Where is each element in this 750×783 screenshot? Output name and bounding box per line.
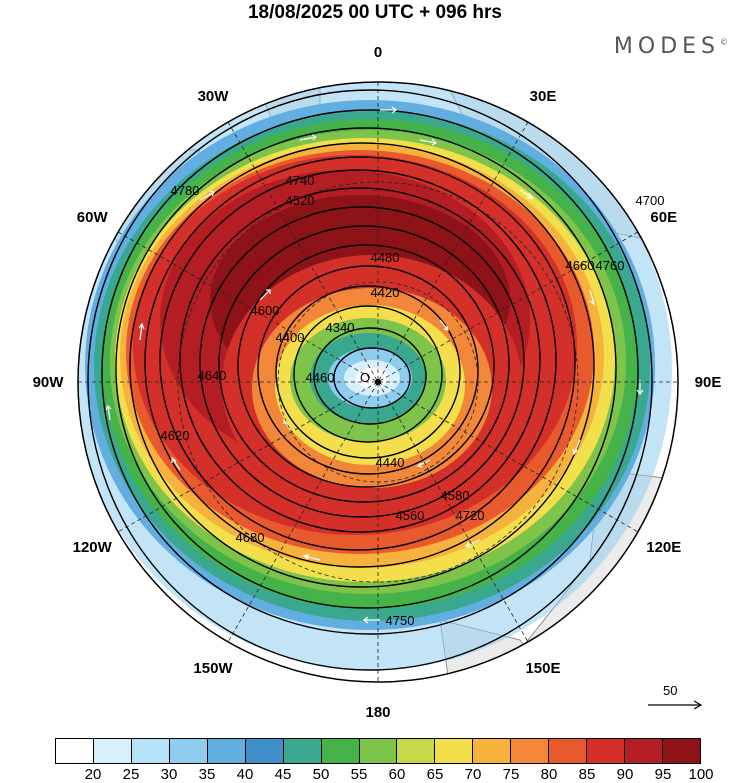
colorbar-tick-label: 85 <box>578 766 596 783</box>
copyright-mark: © <box>720 37 728 47</box>
longitude-label: 60E <box>650 209 677 226</box>
height-contours <box>87 89 653 671</box>
colorbar-segment <box>549 739 588 763</box>
colorbar-segment <box>245 739 284 763</box>
wind-vectors <box>105 106 644 624</box>
colorbar-tick-label: 35 <box>198 766 216 783</box>
contour-label: 4680 <box>236 530 265 545</box>
contour-label: 4600 <box>251 303 280 318</box>
colorbar-tick-label: 30 <box>160 766 178 783</box>
contour-label: 4440 <box>376 455 405 470</box>
colorbar-segment <box>435 739 474 763</box>
contour-label: 4400 <box>276 330 305 345</box>
colorbar-segment <box>169 739 208 763</box>
contour-label: 4420 <box>371 285 400 300</box>
colorbar-segment <box>511 739 550 763</box>
colorbar-tick-label: 55 <box>350 766 368 783</box>
contour-label: 4780 <box>171 183 200 198</box>
brand-text: MODES <box>613 34 720 59</box>
colorbar-tick-label: 20 <box>84 766 102 783</box>
colorbar-segment <box>56 739 94 763</box>
colorbar-segment <box>359 739 398 763</box>
colorbar-tick-label: 45 <box>274 766 292 783</box>
colorbar-tick-label: 75 <box>502 766 520 783</box>
longitude-label: 30E <box>530 88 557 105</box>
longitude-label: 120E <box>646 539 681 556</box>
colorbar-segment <box>397 739 436 763</box>
polar-stereographic-map: 4780 4740 4700 4660 4640 4620 4600 4580 4560 4520… <box>33 44 722 721</box>
colorbar <box>55 738 701 764</box>
colorbar-tick-label: 25 <box>122 766 140 783</box>
pole-dot <box>375 379 381 385</box>
contour-label: 4340 <box>326 320 355 335</box>
contour-labels: 4780 4740 4700 4660 4640 4620 4600 4580 4560 4520… <box>161 173 665 628</box>
brand-logo: MODES© <box>614 34 728 59</box>
longitude-label: 60W <box>77 209 109 226</box>
longitude-label: 150W <box>193 660 233 677</box>
colorbar-segment <box>663 739 700 763</box>
colorbar-tick-label: 60 <box>388 766 406 783</box>
longitude-label: 180 <box>365 704 390 721</box>
colorbar-tick-label: 95 <box>654 766 672 783</box>
contour-label: 4480 <box>371 250 400 265</box>
colorbar-tick-label: 90 <box>616 766 634 783</box>
colorbar-segment <box>207 739 246 763</box>
contour-label: 4750 <box>386 613 415 628</box>
longitude-labels: 0 30E 60E 90E 120E 150E 180 150W 120W 90W 60W 30W <box>33 44 722 721</box>
contour-label: 4760 <box>596 258 625 273</box>
contour-label: 4580 <box>441 488 470 503</box>
contour-label: 4720 <box>456 508 485 523</box>
colorbar-tick-label: 80 <box>540 766 558 783</box>
colorbar-segment <box>587 739 626 763</box>
contour-label: 4640 <box>198 368 227 383</box>
contour-label: 4700 <box>636 193 665 208</box>
wind-speed-field <box>78 82 678 682</box>
longitude-label: 150E <box>525 660 560 677</box>
colorbar-tick-label: 40 <box>236 766 254 783</box>
colorbar-tick-label: 65 <box>426 766 444 783</box>
colorbar-segment <box>321 739 360 763</box>
contour-label: 4660 <box>566 258 595 273</box>
longitude-label: 120W <box>73 539 113 556</box>
pole-mark: O <box>360 370 370 385</box>
contour-label: 4520 <box>286 193 315 208</box>
colorbar-segment <box>473 739 512 763</box>
colorbar-segment <box>93 739 132 763</box>
colorbar-segment <box>131 739 170 763</box>
longitude-label: 90W <box>33 374 65 391</box>
colorbar-segment <box>283 739 322 763</box>
map-boundary <box>77 81 679 683</box>
contour-label: 4460 <box>306 370 335 385</box>
colorbar-segment <box>625 739 663 763</box>
colorbar-tick-label: 50 <box>312 766 330 783</box>
contour-label: 4620 <box>161 428 190 443</box>
longitude-label: 90E <box>695 374 722 391</box>
colorbar-ticks: 20 25 30 35 40 45 50 55 60 65 70 75 80 85 90 95 100 <box>55 766 714 783</box>
vector-scale-label: 50 <box>663 683 678 698</box>
contour-label: 4560 <box>396 508 425 523</box>
graticule <box>78 82 678 682</box>
longitude-label: 0 <box>374 44 382 61</box>
colorbar-tick-label: 70 <box>464 766 482 783</box>
contour-label: 4740 <box>286 173 315 188</box>
map-title: 18/08/2025 00 UTC + 096 hrs <box>247 2 503 23</box>
vector-scale-arrow <box>648 700 703 710</box>
colorbar-tick-label: 100 <box>688 766 714 783</box>
longitude-label: 30W <box>198 88 230 105</box>
